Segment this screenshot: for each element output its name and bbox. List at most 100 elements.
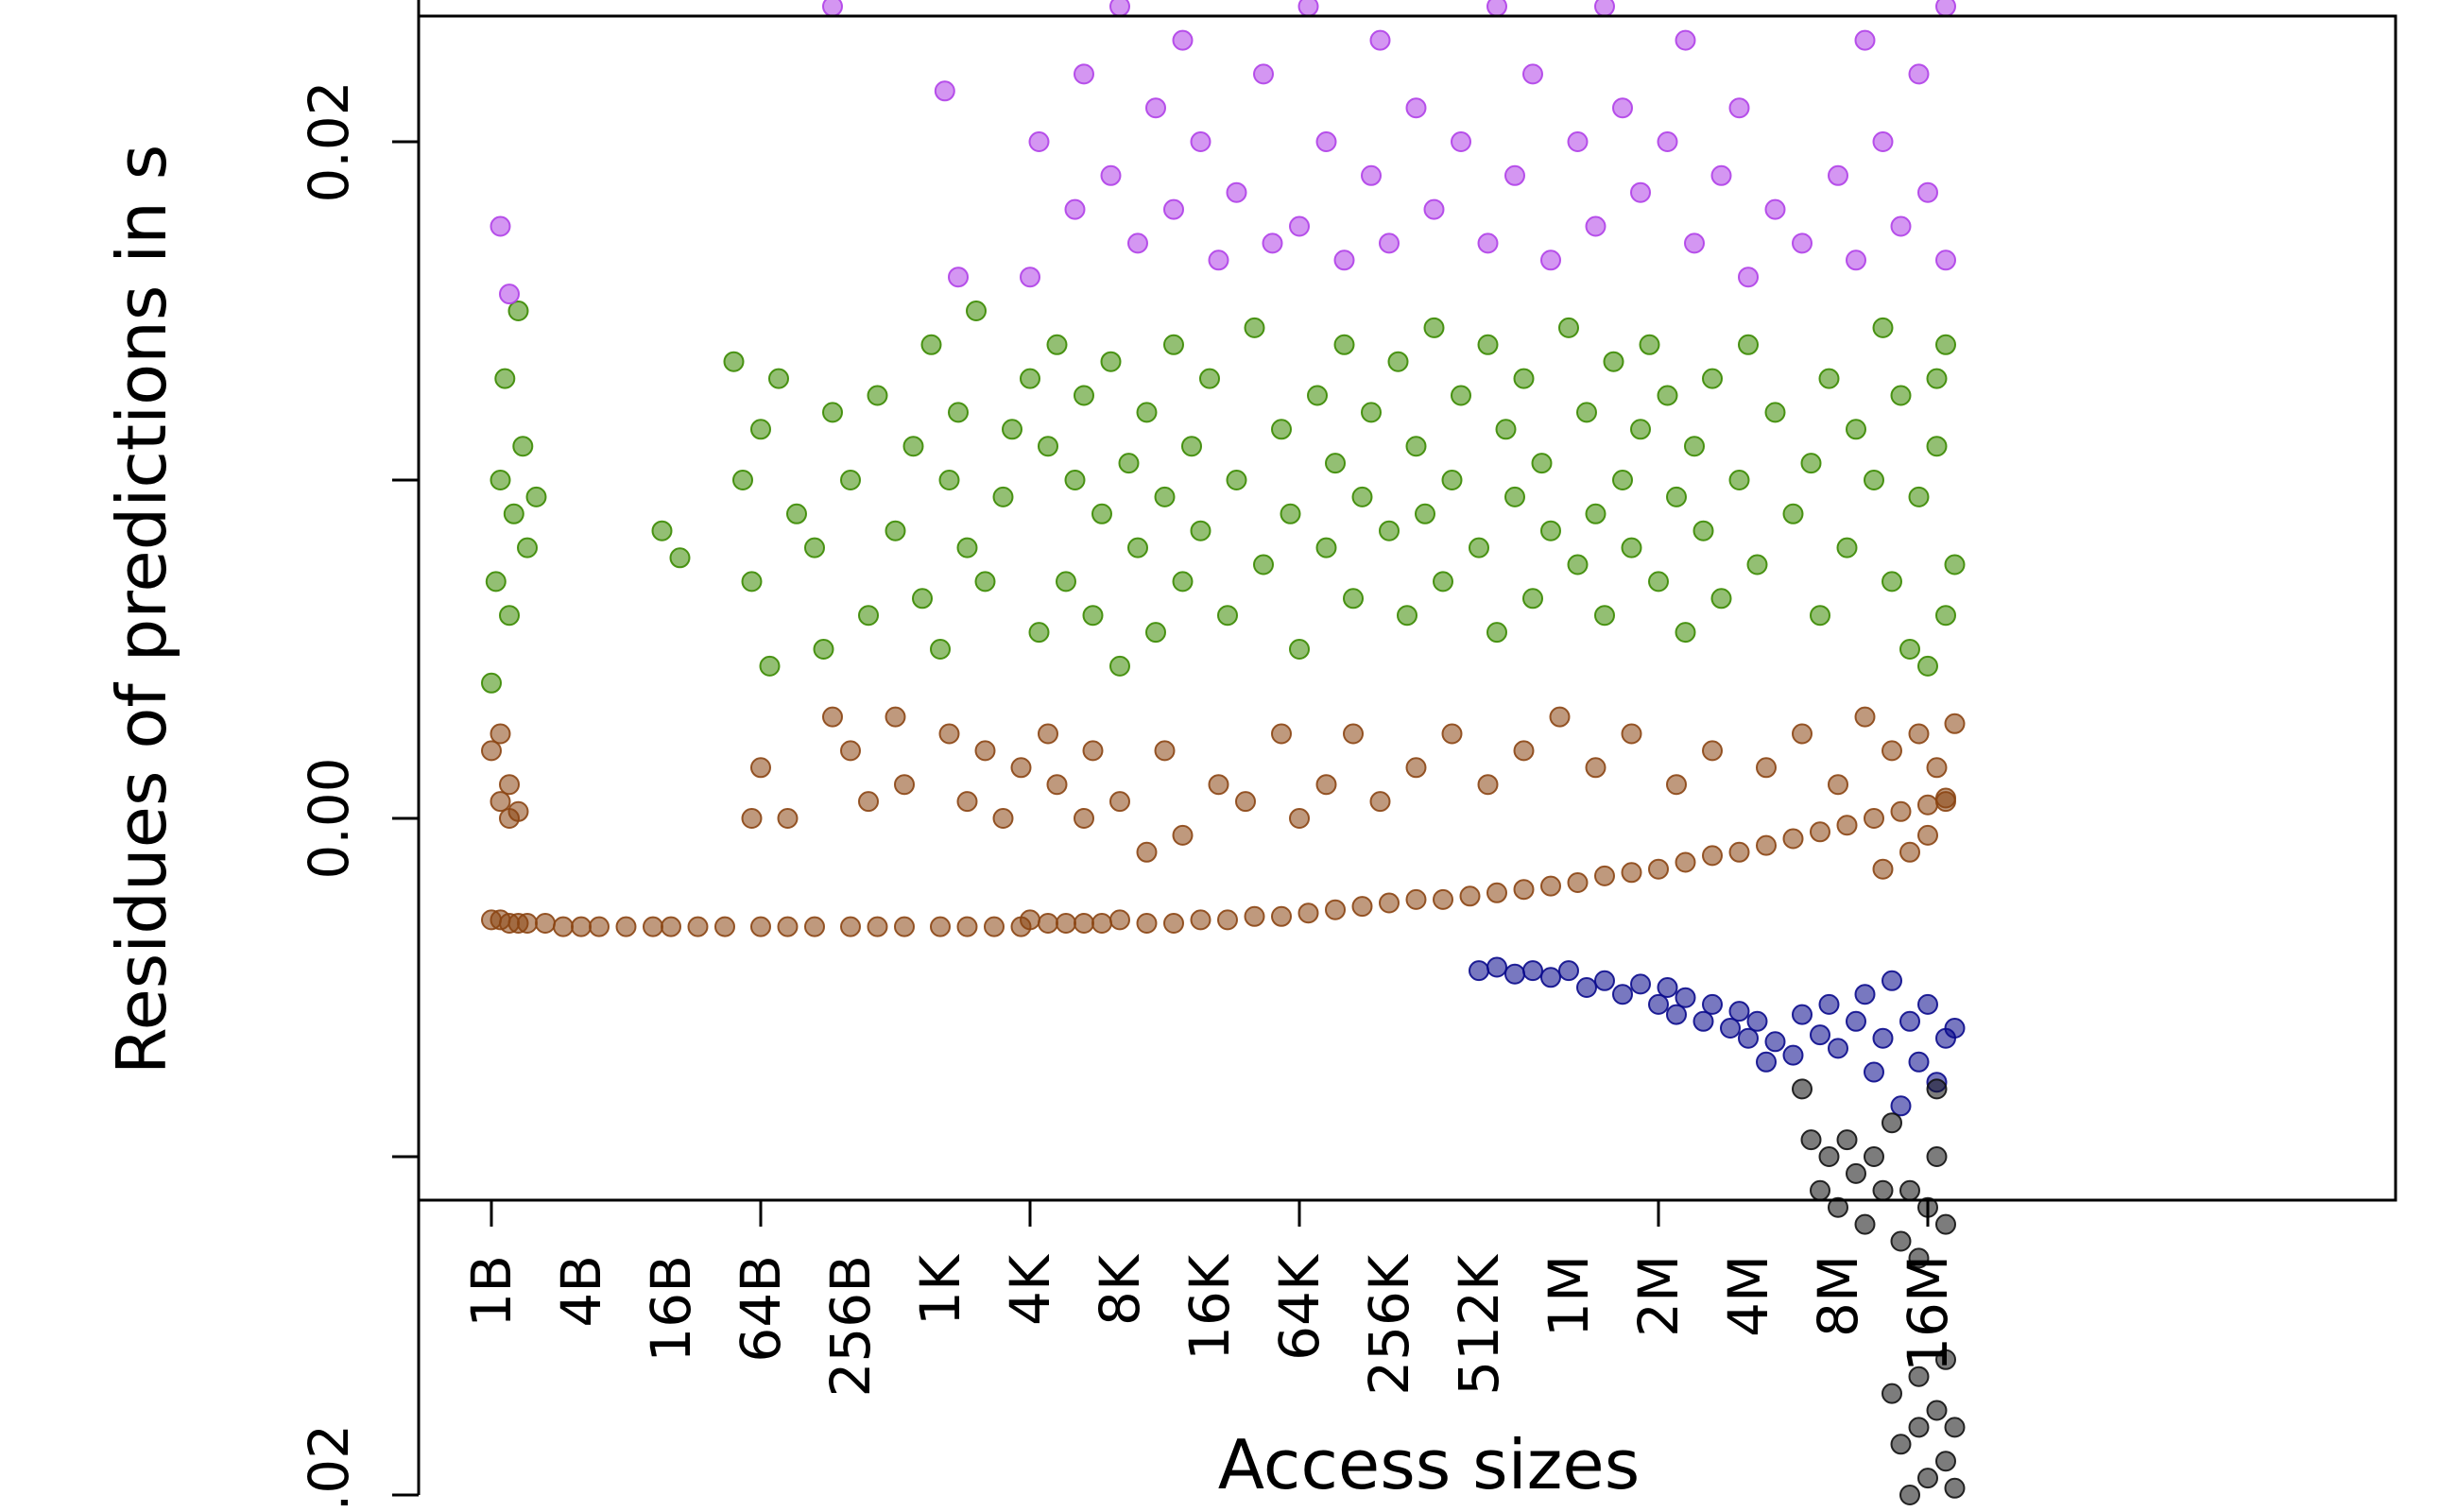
data-point bbox=[1361, 402, 1382, 423]
data-point bbox=[1028, 622, 1050, 644]
y-axis: -0.020.000.020.04 bbox=[297, 0, 421, 1512]
data-point bbox=[1612, 984, 1633, 1005]
data-point bbox=[1585, 215, 1606, 237]
data-point bbox=[759, 655, 781, 677]
data-point bbox=[1253, 63, 1274, 85]
data-point bbox=[1567, 872, 1589, 893]
data-point bbox=[966, 301, 987, 321]
data-point bbox=[1163, 913, 1184, 934]
data-point bbox=[1944, 1018, 1966, 1039]
x-tick-label: 8K bbox=[1088, 1253, 1152, 1326]
data-point bbox=[1854, 706, 1876, 728]
data-point bbox=[1289, 808, 1310, 829]
data-point bbox=[1567, 131, 1589, 152]
y-axis-title: Residues of predictions in s bbox=[102, 145, 181, 1075]
data-point bbox=[490, 470, 511, 490]
data-point bbox=[1226, 181, 1247, 203]
data-point bbox=[1522, 960, 1543, 982]
data-point bbox=[1020, 909, 1040, 931]
data-point bbox=[507, 301, 529, 321]
data-point bbox=[1028, 131, 1050, 152]
data-point bbox=[1163, 198, 1184, 220]
data-point bbox=[1890, 385, 1912, 406]
data-point bbox=[1369, 29, 1391, 51]
x-tick-label: 256K bbox=[1357, 1253, 1421, 1396]
data-point bbox=[1477, 334, 1499, 355]
data-point bbox=[1846, 249, 1866, 271]
data-point bbox=[485, 571, 507, 593]
data-point bbox=[1908, 723, 1930, 745]
data-point bbox=[1810, 1024, 1830, 1046]
data-point bbox=[1190, 520, 1211, 541]
data-point bbox=[1908, 486, 1930, 507]
data-point bbox=[499, 284, 520, 305]
data-point bbox=[1226, 470, 1247, 490]
data-point bbox=[1782, 1044, 1804, 1066]
data-point bbox=[1675, 29, 1696, 51]
data-point bbox=[1792, 723, 1813, 745]
data-point bbox=[813, 639, 834, 660]
data-point bbox=[1756, 1051, 1777, 1073]
data-point bbox=[948, 402, 969, 423]
data-point bbox=[1630, 973, 1651, 995]
data-point bbox=[1935, 334, 1956, 355]
data-point bbox=[1208, 249, 1229, 271]
data-point bbox=[1405, 757, 1427, 779]
data-point bbox=[1405, 436, 1427, 457]
data-point bbox=[1881, 970, 1902, 991]
data-point bbox=[499, 605, 520, 627]
data-point bbox=[661, 916, 681, 937]
data-point bbox=[1522, 588, 1543, 610]
data-point bbox=[948, 266, 969, 288]
data-point bbox=[571, 916, 592, 937]
data-point bbox=[1046, 774, 1068, 796]
data-point bbox=[1379, 892, 1400, 914]
data-point bbox=[1926, 436, 1948, 457]
data-point bbox=[1451, 385, 1471, 406]
x-tick-label: 2M bbox=[1626, 1255, 1691, 1337]
data-point bbox=[1630, 181, 1651, 203]
data-point bbox=[1118, 453, 1140, 474]
data-point bbox=[867, 916, 888, 937]
data-point bbox=[1297, 902, 1319, 924]
data-point bbox=[1684, 436, 1705, 457]
data-point bbox=[1828, 1196, 1848, 1218]
data-point bbox=[1854, 984, 1876, 1005]
data-point bbox=[894, 916, 915, 937]
data-point bbox=[1315, 774, 1337, 796]
data-point bbox=[750, 916, 771, 937]
data-point bbox=[1145, 97, 1166, 119]
data-point bbox=[1864, 470, 1884, 490]
data-point bbox=[1917, 1468, 1938, 1489]
data-point bbox=[1576, 977, 1597, 998]
data-point bbox=[1451, 131, 1471, 152]
data-point bbox=[1136, 913, 1158, 934]
data-point bbox=[1728, 470, 1750, 490]
data-point bbox=[1854, 1213, 1876, 1235]
data-point bbox=[1010, 757, 1032, 779]
data-point bbox=[1325, 453, 1346, 474]
data-point bbox=[1612, 470, 1633, 490]
data-point bbox=[1746, 554, 1768, 576]
data-point bbox=[525, 486, 547, 507]
x-tick-label: 64K bbox=[1267, 1253, 1332, 1361]
data-point bbox=[1648, 571, 1669, 593]
data-point bbox=[517, 537, 538, 558]
data-point bbox=[1818, 1146, 1840, 1167]
data-point bbox=[1074, 63, 1094, 85]
x-tick-label: 4K bbox=[998, 1253, 1062, 1326]
data-point bbox=[1864, 808, 1884, 829]
data-point bbox=[1486, 622, 1507, 644]
data-point bbox=[517, 913, 538, 934]
data-point bbox=[1558, 317, 1579, 338]
data-point bbox=[1890, 800, 1912, 822]
data-point bbox=[494, 368, 516, 389]
data-point bbox=[1926, 1400, 1948, 1421]
data-point bbox=[687, 916, 709, 937]
data-point bbox=[1433, 888, 1453, 910]
data-point bbox=[1917, 824, 1938, 846]
data-point bbox=[1621, 723, 1642, 745]
data-point bbox=[956, 916, 978, 937]
data-point bbox=[1899, 1485, 1920, 1505]
data-point bbox=[777, 916, 799, 937]
